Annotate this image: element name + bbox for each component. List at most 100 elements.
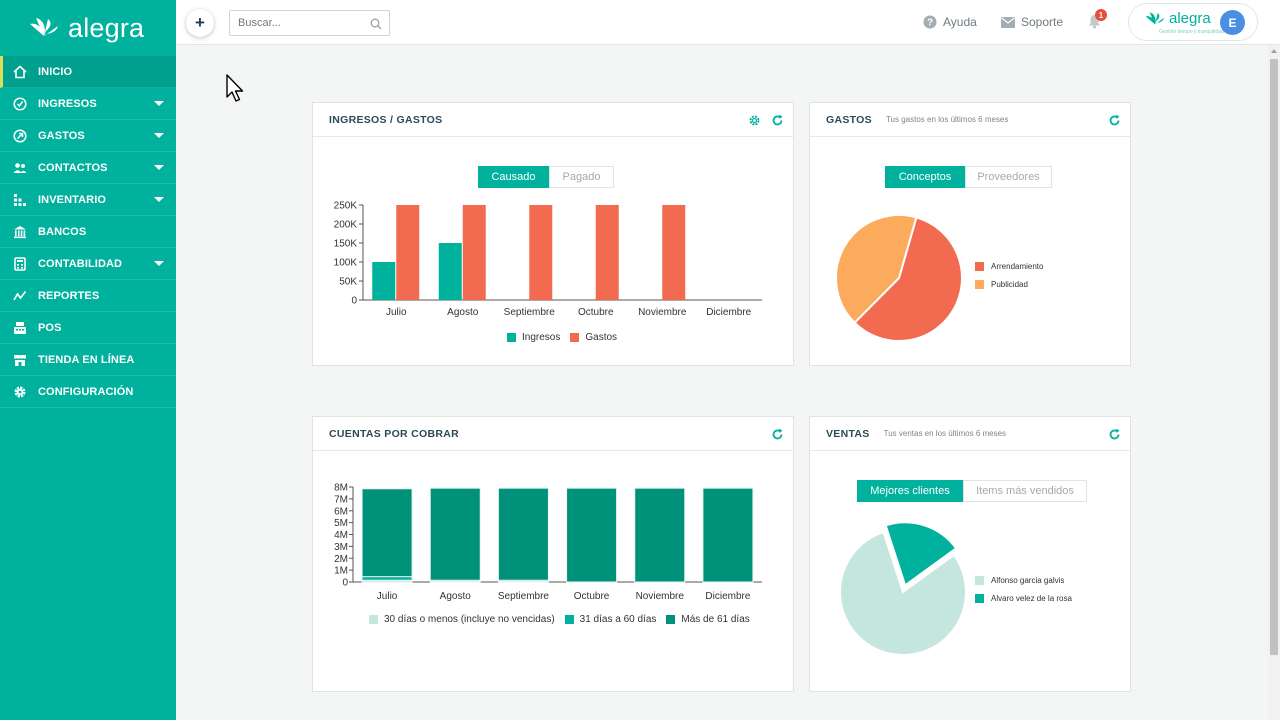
toggle-mejores-clientes[interactable]: Mejores clientes xyxy=(857,480,963,502)
x-tick-label: Julio xyxy=(377,591,398,602)
sidebar-item-inventario[interactable]: INVENTARIO xyxy=(0,184,176,216)
sidebar-item-label: GASTOS xyxy=(38,129,85,142)
x-tick-label: Julio xyxy=(386,307,407,318)
legend-item-alfonso[interactable]: Alfonso garcia galvis xyxy=(975,571,1072,589)
chevron-down-icon[interactable] xyxy=(154,165,164,170)
toggle-causado[interactable]: Causado xyxy=(478,166,549,188)
legend-item-publicidad[interactable]: Publicidad xyxy=(975,275,1043,293)
x-tick-label: Septiembre xyxy=(504,307,556,318)
sidebar-item-ingresos[interactable]: INGRESOS xyxy=(0,88,176,120)
x-tick-label: Diciembre xyxy=(706,307,751,318)
y-tick-label: 200K xyxy=(334,220,358,231)
refresh-icon[interactable] xyxy=(771,114,784,132)
legend-label: Más de 61 días xyxy=(681,614,750,625)
sidebar-item-bancos[interactable]: BANCOS xyxy=(0,216,176,248)
cuentas-por-cobrar-card: CUENTAS POR COBRAR 0 1M 2M 3M 4M 5M 6M 7M 8M Juli… xyxy=(312,416,794,692)
sidebar-item-configuración[interactable]: CONFIGURACIÓN xyxy=(0,376,176,408)
ventas-pie-chart xyxy=(839,521,967,656)
quick-add-button[interactable]: + xyxy=(186,9,214,37)
card-title: VENTAS xyxy=(826,427,870,440)
legend-label: Gastos xyxy=(585,332,618,343)
search-input[interactable] xyxy=(230,11,360,35)
support-link[interactable]: Soporte xyxy=(1001,15,1063,29)
alegra-logo-icon xyxy=(1145,11,1165,24)
card-header: CUENTAS POR COBRAR xyxy=(313,417,793,451)
sidebar-item-label: CONTABILIDAD xyxy=(38,257,123,270)
chevron-down-icon[interactable] xyxy=(154,261,164,266)
legend-swatch xyxy=(975,279,984,289)
support-label: Soporte xyxy=(1021,15,1064,29)
search-icon[interactable] xyxy=(370,17,382,35)
profile-menu[interactable]: alegra Gestión tiempo y tranquilidad E xyxy=(1128,3,1258,41)
search-box xyxy=(229,10,390,36)
legend-label: Ingresos xyxy=(522,332,561,343)
svg-text:?: ? xyxy=(927,18,933,29)
sidebar-item-reportes[interactable]: REPORTES xyxy=(0,280,176,312)
sidebar-item-tienda-en-línea[interactable]: TIENDA EN LÍNEA xyxy=(0,344,176,376)
alegra-logo-icon xyxy=(30,18,58,36)
sidebar-item-pos[interactable]: POS xyxy=(0,312,176,344)
notification-badge: 1 xyxy=(1095,9,1107,21)
sidebar-item-label: INICIO xyxy=(38,65,73,78)
scroll-up-icon[interactable] xyxy=(1271,49,1277,53)
y-tick-label: 2M xyxy=(334,554,348,565)
help-icon: ? xyxy=(923,15,937,29)
scroll-thumb[interactable] xyxy=(1270,59,1278,655)
card-header: GASTOS Tus gastos en los últimos 6 meses xyxy=(810,103,1130,137)
help-link[interactable]: ? Ayuda xyxy=(923,15,977,29)
gastos-pie-chart xyxy=(835,214,963,342)
toggle-items-mas-vendidos[interactable]: Items más vendidos xyxy=(963,480,1087,502)
legend-item-alvaro[interactable]: Alvaro velez de la rosa xyxy=(975,589,1072,607)
bar-gastos xyxy=(529,205,553,300)
sidebar-item-label: CONFIGURACIÓN xyxy=(38,385,134,398)
sidebar-item-label: CONTACTOS xyxy=(38,161,108,174)
refresh-icon[interactable] xyxy=(1108,428,1121,446)
legend-item-gastos[interactable]: Gastos xyxy=(570,332,617,343)
gastos-card: GASTOS Tus gastos en los últimos 6 meses… xyxy=(809,102,1131,366)
brand-logo[interactable]: alegra xyxy=(0,0,176,56)
legend-swatch xyxy=(369,615,378,624)
ventas-legend: Alfonso garcia galvis Alvaro velez de la… xyxy=(975,571,1072,607)
ingresos-basis-toggle: Causado Pagado xyxy=(478,166,614,188)
bar-segment xyxy=(634,487,686,583)
sidebar-item-contactos[interactable]: CONTACTOS xyxy=(0,152,176,184)
reports-icon xyxy=(12,288,28,304)
card-title: INGRESOS / GASTOS xyxy=(329,113,443,126)
income-icon xyxy=(12,96,28,112)
bank-icon xyxy=(12,224,28,240)
toggle-conceptos[interactable]: Conceptos xyxy=(885,166,965,188)
bar-segment xyxy=(702,487,754,583)
toggle-pagado[interactable]: Pagado xyxy=(549,166,614,188)
bar-ingresos xyxy=(438,243,462,300)
y-tick-label: 5M xyxy=(334,518,348,529)
settings-icon[interactable] xyxy=(748,114,761,132)
chevron-down-icon[interactable] xyxy=(154,101,164,106)
x-tick-label: Noviembre xyxy=(636,591,685,602)
toggle-proveedores[interactable]: Proveedores xyxy=(965,166,1052,188)
legend-item-31-60-dias[interactable]: 31 días a 60 días xyxy=(564,614,656,625)
avatar[interactable]: E xyxy=(1220,10,1245,35)
sidebar-item-contabilidad[interactable]: CONTABILIDAD xyxy=(0,248,176,280)
refresh-icon[interactable] xyxy=(771,428,784,446)
card-subtitle: Tus ventas en los últimos 6 meses xyxy=(883,429,1007,438)
contacts-icon xyxy=(12,160,28,176)
legend-item-30-dias[interactable]: 30 días o menos (incluye no vencidas) xyxy=(369,614,555,625)
legend-swatch xyxy=(666,615,676,624)
bar-segment xyxy=(361,576,413,581)
legend-item-ingresos[interactable]: Ingresos xyxy=(507,332,560,343)
legend-item-61-dias[interactable]: Más de 61 días xyxy=(666,614,750,625)
page-scrollbar[interactable] xyxy=(1268,45,1280,720)
refresh-icon[interactable] xyxy=(1108,114,1121,132)
pie-slice-arrendamiento xyxy=(853,216,963,342)
sidebar-item-gastos[interactable]: GASTOS xyxy=(0,120,176,152)
chevron-down-icon[interactable] xyxy=(154,133,164,138)
legend-swatch xyxy=(975,593,984,603)
sidebar-item-inicio[interactable]: INICIO xyxy=(0,56,176,88)
chevron-down-icon[interactable] xyxy=(154,197,164,202)
x-tick-label: Noviembre xyxy=(638,307,687,318)
pos-icon xyxy=(12,320,28,336)
legend-label: Alvaro velez de la rosa xyxy=(991,593,1072,603)
sidebar-item-label: POS xyxy=(38,321,62,334)
legend-item-arrendamiento[interactable]: Arrendamiento xyxy=(975,257,1043,275)
legend-label: 30 días o menos (incluye no vencidas) xyxy=(384,614,555,625)
